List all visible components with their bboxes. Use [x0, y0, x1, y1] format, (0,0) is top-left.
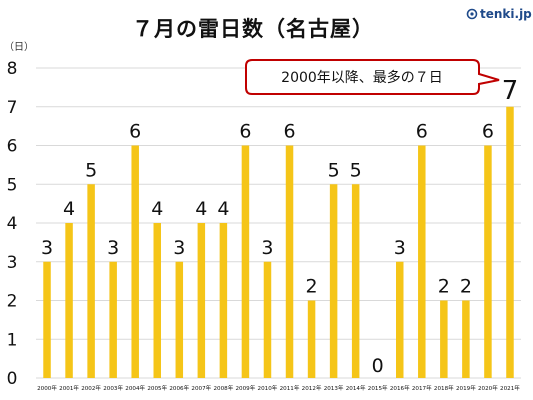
- bar: [219, 223, 228, 378]
- data-label: 6: [283, 121, 295, 143]
- y-tick-label: 2: [7, 292, 18, 312]
- bar: [43, 261, 51, 378]
- bar: [87, 184, 95, 378]
- y-axis-unit: （日）: [4, 41, 34, 53]
- x-tick-label: 2004年: [125, 384, 145, 392]
- data-label: 2: [438, 276, 450, 298]
- bar: [506, 106, 514, 378]
- x-tick-label: 2008年: [213, 384, 233, 392]
- y-tick-label: 0: [7, 369, 18, 389]
- x-tick-label: 2001年: [59, 384, 79, 392]
- bar: [153, 223, 161, 378]
- x-tick-label: 2005年: [147, 384, 167, 392]
- bar: [329, 184, 338, 378]
- bar: [241, 145, 250, 378]
- x-tick-label: 2016年: [390, 384, 410, 392]
- x-tick-label: 2000年: [37, 384, 57, 392]
- y-tick-label: 5: [7, 175, 18, 195]
- gridlines: [36, 67, 521, 379]
- x-tick-label: 2002年: [81, 384, 101, 392]
- callout-box: [245, 59, 500, 95]
- bar: [263, 261, 272, 378]
- y-tick-label: 1: [7, 330, 18, 350]
- data-label: 3: [173, 237, 185, 259]
- x-tick-label: 2017年: [412, 384, 432, 392]
- x-tick-label: 2013年: [324, 384, 344, 392]
- callout-text: 2000年以降、最多の７日: [281, 69, 443, 86]
- data-label: 2: [460, 276, 472, 298]
- y-tick-label: 8: [7, 59, 18, 79]
- data-label: 3: [41, 237, 53, 259]
- data-label: 6: [482, 121, 494, 143]
- data-label: 4: [63, 198, 75, 220]
- data-label: 3: [107, 237, 119, 259]
- data-label: 4: [195, 198, 207, 220]
- x-tick-label: 2018年: [434, 384, 454, 392]
- x-tick-label: 2021年: [500, 384, 520, 392]
- y-tick-label: 3: [7, 253, 18, 273]
- bar: [65, 223, 73, 378]
- callout: 2000年以降、最多の７日: [245, 59, 500, 95]
- x-tick-label: 2012年: [302, 384, 322, 392]
- data-label: 3: [261, 237, 273, 259]
- x-tick-label: 2003年: [103, 384, 123, 392]
- bar: [440, 300, 448, 378]
- bar: [285, 145, 294, 378]
- y-tick-label: 6: [7, 137, 18, 157]
- bar: [197, 223, 206, 378]
- bar: [109, 261, 117, 378]
- x-tick-label: 2014年: [346, 384, 366, 392]
- bar: [484, 145, 492, 378]
- brand-name: tenki.jp: [480, 7, 532, 21]
- data-label: 6: [129, 121, 141, 143]
- x-tick-label: 2009年: [236, 384, 256, 392]
- data-label: 5: [85, 159, 97, 181]
- x-tick-labels: 2000年 2001年 2002年 2003年 2004年 2005年 2006年 2007年…: [37, 384, 520, 392]
- data-label: 0: [372, 355, 384, 377]
- x-tick-label: 2006年: [169, 384, 189, 392]
- x-tick-label: 2010年: [258, 384, 278, 392]
- x-tick-label: 2011年: [280, 384, 300, 392]
- y-tick-label: 4: [7, 214, 18, 234]
- data-label: 5: [328, 159, 340, 181]
- chart-title: ７月の雷日数（名古屋）: [132, 17, 374, 41]
- y-tick-labels: 0 1 2 3 4 5 6 7 8: [7, 59, 18, 389]
- bar: [175, 261, 184, 378]
- data-label: 4: [151, 198, 163, 220]
- data-label: 5: [350, 159, 362, 181]
- brand-logo: tenki.jp: [466, 7, 532, 21]
- x-tick-label: 2020年: [478, 384, 498, 392]
- data-label: 2: [306, 276, 318, 298]
- x-tick-label: 2007年: [191, 384, 211, 392]
- data-label: 6: [239, 121, 251, 143]
- bar: [462, 300, 470, 378]
- x-tick-label: 2015年: [368, 384, 388, 392]
- bar: [351, 184, 360, 378]
- data-label: 7: [502, 76, 519, 106]
- sun-icon: [466, 8, 478, 20]
- data-label: 6: [416, 121, 428, 143]
- bar: [396, 261, 404, 378]
- bar: [307, 300, 316, 378]
- data-label: 4: [217, 198, 229, 220]
- data-label: 3: [394, 237, 406, 259]
- bar: [131, 145, 139, 378]
- x-tick-label: 2019年: [456, 384, 476, 392]
- bars: [43, 106, 514, 378]
- y-tick-label: 7: [7, 98, 18, 118]
- bar: [418, 145, 426, 378]
